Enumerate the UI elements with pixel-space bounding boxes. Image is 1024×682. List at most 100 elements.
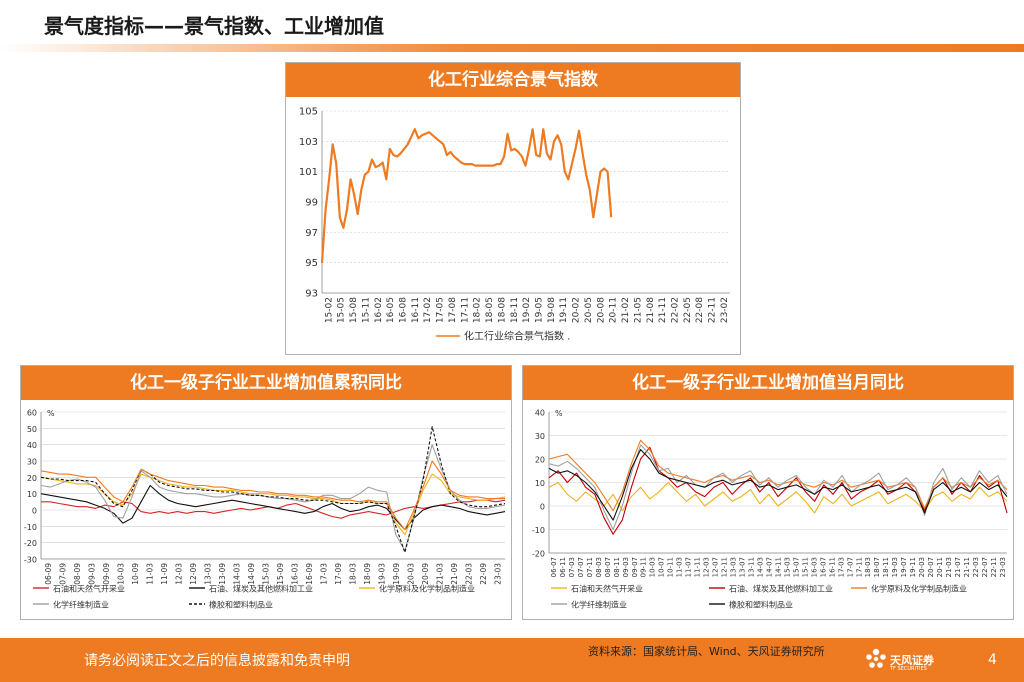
page-number: 4: [988, 652, 997, 668]
x-tick-label: 18-11: [882, 557, 890, 577]
x-tick-label: 17-11: [855, 557, 863, 577]
x-tick-label: 14-03: [756, 557, 764, 577]
x-tick-label: 16-11: [411, 297, 421, 323]
x-tick-label: 16-08: [399, 297, 409, 323]
x-tick-label: 09-07: [631, 557, 639, 577]
logo-text: 天风证券: [890, 654, 934, 667]
x-tick-label: 15-11: [801, 557, 809, 577]
series-line-1: [548, 446, 1008, 535]
x-tick-label: 17-07: [846, 557, 854, 577]
x-tick-label: 18-08: [497, 297, 507, 323]
x-tick-label: 12-03: [703, 557, 711, 577]
y-tick-label: 103: [299, 137, 318, 148]
unit-label: %: [555, 409, 563, 418]
x-tick-label: 16-05: [386, 297, 396, 323]
legend-label: 化学原料及化学制品制造业: [379, 584, 475, 594]
x-tick-label: 22-05: [683, 297, 693, 323]
x-tick-label: 12-11: [721, 557, 729, 577]
monthly-yoy-chart: -20 -10 0 10 20 30 40 % 06-07 06-11 07-03 07-07 07-1…: [532, 409, 1008, 610]
cumulative-yoy-title: 化工一级子行业工业增加值累积同比: [21, 366, 511, 400]
x-tick-label: 10-03: [116, 563, 125, 585]
x-tick-label: 06-11: [559, 557, 567, 577]
x-tick-label: 20-08: [596, 297, 606, 323]
x-tick-label: 16-03: [810, 557, 818, 577]
x-tick-label: 22-03: [464, 563, 473, 585]
x-tick-label: 15-03: [783, 557, 791, 577]
x-tick-label: 11-03: [676, 557, 684, 577]
x-tick-label: 20-09: [421, 563, 430, 585]
x-tick-label: 08-11: [613, 557, 621, 577]
y-tick-label: 30: [27, 458, 37, 467]
x-tick-label: 09-09: [102, 563, 111, 585]
legend-label: 石油和天然气开采业: [571, 584, 643, 594]
x-tick-label: 07-09: [58, 563, 67, 585]
x-tick-label: 06-07: [550, 557, 558, 577]
x-tick-label: 09-11: [640, 557, 648, 577]
x-tick-label: 13-09: [218, 563, 227, 585]
x-tick-label: 08-03: [595, 557, 603, 577]
y-tick-label: 97: [305, 228, 318, 239]
x-tick-label: 22-11: [708, 297, 718, 323]
logo-subtext: TF SECURITIES: [890, 666, 927, 672]
x-tick-label: 17-03: [319, 563, 328, 585]
x-tick-label: 17-03: [837, 557, 845, 577]
x-tick-label: 21-08: [646, 297, 656, 323]
x-tick-label: 18-02: [473, 297, 483, 323]
monthly-yoy-panel: 化工一级子行业工业增加值当月同比 -20 -10 0 10 20 30 40% 06-07 06…: [522, 365, 1014, 620]
x-tick-label: 20-05: [584, 297, 594, 323]
x-tick-label: 11-11: [694, 557, 702, 577]
legend-label: 石油、煤炭及其他燃料加工业: [209, 584, 313, 594]
series-line-4: [40, 426, 506, 554]
y-tick-label: 93: [305, 289, 318, 300]
x-tick-label: 18-03: [864, 557, 872, 577]
footer-bar: [0, 638, 1024, 682]
y-tick-label: 0: [540, 503, 545, 512]
y-tick-label: 20: [535, 456, 545, 465]
y-tick-label: 105: [299, 107, 318, 118]
x-tick-label: 21-11: [963, 557, 971, 577]
x-tick-label: 20-02: [572, 297, 582, 323]
x-tick-label: 15-02: [324, 297, 334, 323]
x-tick-label: 10-03: [649, 557, 657, 577]
x-tick-label: 09-03: [87, 563, 96, 585]
x-tick-label: 12-07: [712, 557, 720, 577]
x-tick-label: 19-08: [547, 297, 557, 323]
x-tick-label: 15-07: [792, 557, 800, 577]
y-tick-label: 40: [535, 409, 545, 418]
footer-disclaimer-link[interactable]: 请务必阅读正文之后的信息披露和免责申明: [84, 653, 350, 669]
y-tick-label: -10: [24, 523, 37, 532]
x-tick-label: 17-09: [334, 563, 343, 585]
series-line-5: [40, 460, 505, 531]
x-tick-label: 14-03: [232, 563, 241, 585]
y-tick-label: 95: [305, 258, 318, 269]
x-tick-label: 19-03: [377, 563, 386, 585]
x-tick-label: 07-07: [577, 557, 585, 577]
x-tick-label: 14-07: [765, 557, 773, 577]
x-tick-label: 22-03: [972, 557, 980, 577]
y-tick-label: 50: [27, 425, 37, 434]
x-tick-label: 21-03: [945, 557, 953, 577]
x-tick-label: 10-07: [658, 557, 666, 577]
legend-label: 石油和天然气开采业: [53, 584, 125, 594]
x-tick-label: 20-03: [918, 557, 926, 577]
x-tick-label: 22-07: [981, 557, 989, 577]
x-tick-label: 15-08: [349, 297, 359, 323]
y-tick-label: 30: [535, 432, 545, 441]
series-line-2: [40, 473, 506, 536]
x-tick-label: 22-08: [695, 297, 705, 323]
x-tick-label: 08-07: [604, 557, 612, 577]
y-tick-label: 10: [535, 479, 545, 488]
y-tick-label: 40: [27, 441, 37, 450]
composite-index-title: 化工行业综合景气指数: [286, 63, 740, 97]
x-tick-label: 06-09: [44, 563, 53, 585]
series-line-0: [548, 481, 1008, 514]
x-tick-label: 20-03: [406, 563, 415, 585]
x-tick-label: 16-02: [374, 297, 384, 323]
x-tick-label: 23-02: [720, 297, 730, 323]
tf-securities-logo-icon: [866, 648, 886, 668]
x-tick-label: 20-07: [927, 557, 935, 577]
y-tick-label: 10: [27, 490, 37, 499]
y-tick-label: -20: [532, 550, 545, 559]
x-tick-label: 16-03: [290, 563, 299, 585]
